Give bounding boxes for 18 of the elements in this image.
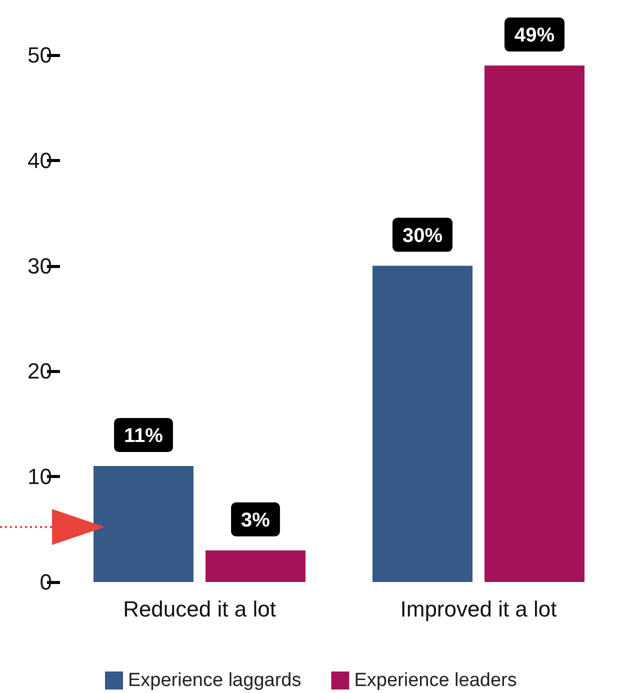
y-tick-label: 50 <box>28 42 52 68</box>
y-tick-label: 40 <box>28 148 52 173</box>
data-label: 3% <box>241 509 270 532</box>
y-tick-label: 20 <box>28 358 52 384</box>
x-tick-label: Improved it a lot <box>400 596 557 622</box>
y-tick-label: 10 <box>28 464 52 490</box>
y-tick-label: 0 <box>40 570 52 594</box>
data-label: 11% <box>124 425 164 448</box>
x-tick-label: Reduced it a lot <box>123 596 276 622</box>
data-label: 49% <box>514 24 555 47</box>
y-tick-label: 30 <box>28 253 52 278</box>
legend-label: Experience laggards <box>128 670 302 691</box>
data-label: 30% <box>402 224 443 247</box>
bar <box>372 266 472 582</box>
bar <box>484 66 584 582</box>
bar <box>94 466 194 582</box>
legend-label: Experience leaders <box>354 670 517 691</box>
bar <box>206 550 306 582</box>
